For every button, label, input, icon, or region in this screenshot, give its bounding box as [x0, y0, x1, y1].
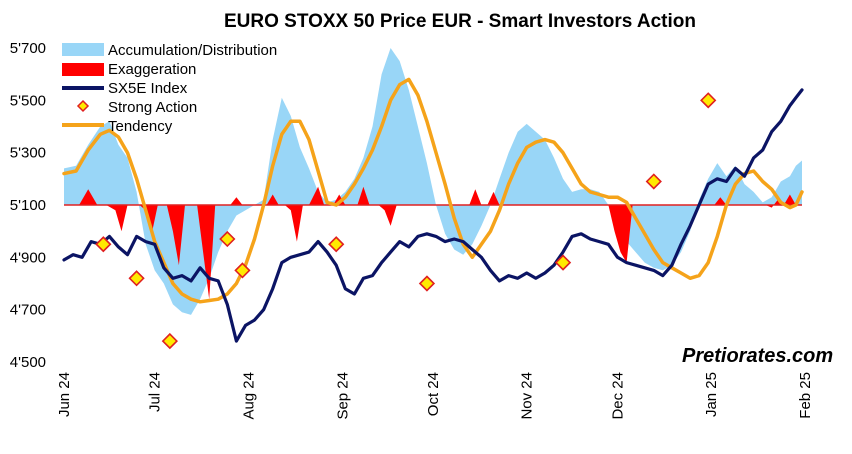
legend-label-strong-action: Strong Action — [108, 99, 197, 116]
x-tick-label-aug-24: Aug 24 — [240, 372, 257, 420]
x-tick-label-dec-24: Dec 24 — [609, 372, 626, 420]
chart-title: EURO STOXX 50 Price EUR - Smart Investor… — [224, 11, 696, 32]
x-tick-label-nov-24: Nov 24 — [519, 372, 536, 420]
exaggeration-area — [64, 186, 802, 300]
y-tick-label-4500: 4'500 — [10, 354, 46, 371]
x-tick-label-sep-24: Sep 24 — [334, 372, 351, 420]
tendency-line-layer — [62, 77, 804, 304]
x-tick-label-jan-25: Jan 25 — [703, 372, 720, 417]
strong-action-marker-2 — [161, 332, 178, 350]
legend: Accumulation/Distribution Exaggeration S… — [62, 42, 277, 135]
strong-action-marker-6 — [418, 275, 436, 292]
strong-action-marker-9 — [700, 92, 717, 109]
tendency-line — [62, 77, 804, 304]
watermark-text: Pretiorates.com — [682, 345, 833, 367]
legend-swatch-strong-action — [76, 99, 90, 113]
strong-action-marker-0 — [95, 236, 112, 253]
sx5e-index-line-layer — [62, 88, 804, 343]
legend-swatch-accumulation-distribution — [62, 43, 104, 56]
y-tick-label-5500: 5'500 — [10, 92, 46, 109]
legend-swatch-exaggeration — [62, 63, 104, 76]
y-tick-label-4900: 4'900 — [10, 249, 46, 266]
x-tick-label-jun-24: Jun 24 — [56, 372, 73, 417]
strong-action-marker-4 — [234, 262, 251, 279]
strong-action-marker-7 — [554, 254, 572, 271]
x-tick-label-oct-24: Oct 24 — [425, 372, 442, 416]
y-tick-label-5300: 5'300 — [10, 145, 46, 162]
legend-label-exaggeration: Exaggeration — [108, 61, 196, 78]
strong-action-marker-8 — [645, 173, 662, 190]
legend-label-accumulation-distribution: Accumulation/Distribution — [108, 42, 277, 59]
y-tick-label-4700: 4'700 — [10, 302, 46, 319]
y-tick-label-5700: 5'700 — [10, 40, 46, 57]
exaggeration-area-layer — [64, 186, 802, 300]
y-tick-label-5100: 5'100 — [10, 197, 46, 214]
legend-label-sx5e-index: SX5E Index — [108, 80, 188, 97]
strong-action-marker-1 — [128, 270, 145, 287]
sx5e-index-line — [62, 88, 804, 343]
x-tick-label-feb-25: Feb 25 — [797, 372, 814, 419]
y-axis: 4'500 4'700 4'900 5'100 5'300 5'500 5'700 — [10, 40, 46, 371]
x-axis: Jun 24 Jul 24 Aug 24 Sep 24 Oct 24 Nov 24 Dec … — [56, 372, 814, 420]
strong-action-marker-5 — [328, 236, 345, 253]
legend-label-tendency: Tendency — [108, 118, 173, 135]
strong-action-marker-3 — [219, 230, 236, 248]
strong-action-markers-layer — [95, 92, 717, 350]
x-tick-label-jul-24: Jul 24 — [147, 372, 164, 412]
